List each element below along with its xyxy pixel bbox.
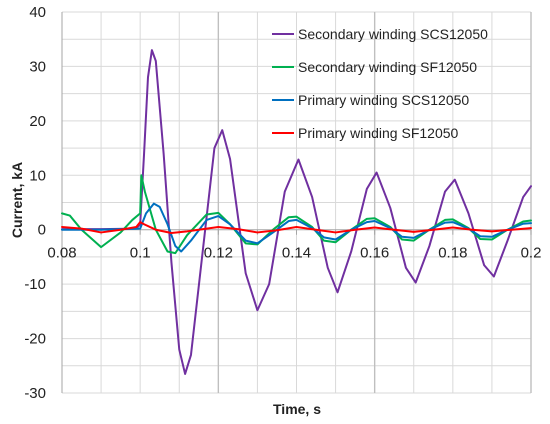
y-tick-label: -10	[24, 276, 46, 293]
y-tick-label: -20	[24, 331, 46, 348]
y-tick-label: 20	[29, 113, 46, 130]
legend-label: Primary winding SCS12050	[298, 92, 469, 108]
x-axis-label: Time, s	[273, 401, 321, 417]
y-axis-label: Current, kA	[9, 162, 25, 238]
axes	[61, 12, 532, 393]
legend-label: Primary winding SF12050	[298, 125, 459, 141]
y-tick-label: 0	[38, 222, 46, 239]
x-tick-label: 0.18	[438, 245, 467, 262]
x-tick-label: 0.14	[282, 245, 311, 262]
y-tick-label: 40	[29, 4, 46, 21]
series-line-4	[61, 221, 532, 234]
y-tick-label: -30	[24, 385, 46, 402]
series-line-1	[61, 49, 532, 375]
x-tick-label: 0.12	[204, 245, 233, 262]
x-tick-labels: 0.08 0.1 0.12 0.14 0.16 0.18 0.2	[47, 245, 541, 262]
x-tick-label: 0.08	[47, 245, 76, 262]
x-tick-label: 0.16	[360, 245, 389, 262]
series-line-2	[61, 174, 532, 255]
y-tick-labels: -30 -20 -10 0 10 20 30 40	[24, 4, 46, 402]
x-tick-label: 0.2	[521, 245, 542, 262]
y-tick-label: 30	[29, 58, 46, 75]
series-lines	[61, 49, 532, 375]
legend: Secondary winding SCS12050 Secondary wind…	[272, 26, 488, 141]
y-tick-label: 10	[29, 167, 46, 184]
legend-label: Secondary winding SF12050	[298, 59, 477, 75]
grid-lines	[62, 11, 532, 394]
series-line-3	[61, 202, 532, 253]
x-tick-label: 0.1	[130, 245, 151, 262]
legend-label: Secondary winding SCS12050	[298, 26, 488, 42]
